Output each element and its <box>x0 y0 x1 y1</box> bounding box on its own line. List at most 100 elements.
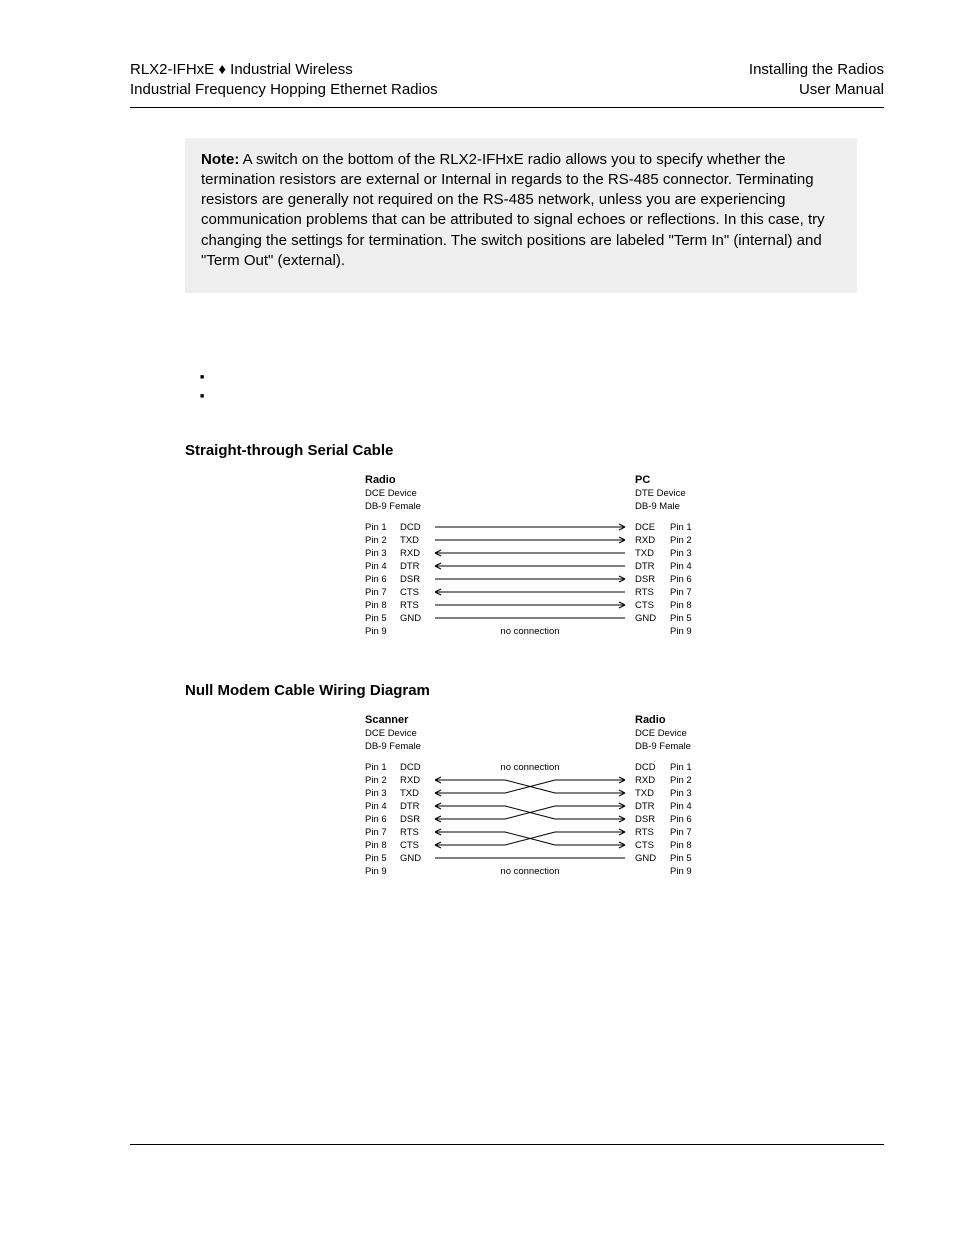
diagram-null: Scanner DCE Device DB-9 Female Radio DCE Dev… <box>345 709 725 894</box>
svg-text:Pin 8: Pin 8 <box>670 840 692 851</box>
svg-text:Pin 2: Pin 2 <box>365 535 387 546</box>
header-left: RLX2-IFHxE ♦ Industrial Wireless Industr… <box>130 60 438 101</box>
svg-text:Pin 3: Pin 3 <box>670 788 692 799</box>
svg-text:DSR: DSR <box>400 574 420 585</box>
header-right: Installing the Radios User Manual <box>749 60 884 101</box>
svg-text:Pin 2: Pin 2 <box>365 775 387 786</box>
bullet-list <box>200 368 884 406</box>
svg-text:Pin 4: Pin 4 <box>365 801 387 812</box>
svg-text:DSR: DSR <box>635 574 655 585</box>
svg-text:Pin 5: Pin 5 <box>365 853 387 864</box>
svg-text:DTR: DTR <box>400 801 420 812</box>
svg-text:GND: GND <box>400 613 421 624</box>
svg-text:Pin 4: Pin 4 <box>670 561 692 572</box>
svg-text:DTE Device: DTE Device <box>635 488 686 499</box>
svg-text:Pin 9: Pin 9 <box>365 626 387 637</box>
svg-text:CTS: CTS <box>400 587 419 598</box>
svg-text:GND: GND <box>635 853 656 864</box>
svg-text:TXD: TXD <box>635 788 654 799</box>
svg-text:GND: GND <box>400 853 421 864</box>
svg-text:Pin 6: Pin 6 <box>365 814 387 825</box>
svg-text:Pin 2: Pin 2 <box>670 535 692 546</box>
svg-text:DCD: DCD <box>400 522 421 533</box>
svg-text:Pin 1: Pin 1 <box>365 522 387 533</box>
svg-text:PC: PC <box>635 474 650 486</box>
svg-text:DTR: DTR <box>635 561 655 572</box>
svg-text:Pin 1: Pin 1 <box>365 762 387 773</box>
note-box: Note: A switch on the bottom of the RLX2… <box>185 138 857 294</box>
svg-text:Radio: Radio <box>635 714 666 726</box>
svg-text:Pin 7: Pin 7 <box>670 827 692 838</box>
svg-text:RXD: RXD <box>635 775 655 786</box>
svg-text:Scanner: Scanner <box>365 714 409 726</box>
svg-text:Pin 9: Pin 9 <box>365 866 387 877</box>
svg-text:DB-9 Male: DB-9 Male <box>635 501 680 512</box>
bullet-2 <box>200 387 884 406</box>
header-right-line1: Installing the Radios <box>749 60 884 80</box>
diagram-straight: Radio DCE Device DB-9 Female PC DTE Device DB… <box>345 469 725 654</box>
svg-text:Pin 8: Pin 8 <box>365 600 387 611</box>
svg-text:RXD: RXD <box>635 535 655 546</box>
svg-text:DCE Device: DCE Device <box>365 728 417 739</box>
svg-text:RTS: RTS <box>635 827 654 838</box>
svg-text:RTS: RTS <box>400 600 419 611</box>
footer-rule <box>130 1144 884 1145</box>
header-right-line2: User Manual <box>749 80 884 100</box>
svg-text:RXD: RXD <box>400 548 420 559</box>
svg-text:no connection: no connection <box>500 626 559 637</box>
svg-text:Pin 3: Pin 3 <box>365 788 387 799</box>
svg-text:Pin 9: Pin 9 <box>670 626 692 637</box>
svg-text:DCD: DCD <box>635 762 656 773</box>
svg-text:CTS: CTS <box>400 840 419 851</box>
page: RLX2-IFHxE ♦ Industrial Wireless Industr… <box>0 0 954 1235</box>
svg-text:Pin 7: Pin 7 <box>670 587 692 598</box>
svg-text:DCD: DCD <box>400 762 421 773</box>
heading-straight: Straight-through Serial Cable <box>185 442 884 459</box>
svg-text:CTS: CTS <box>635 600 654 611</box>
svg-text:DB-9 Female: DB-9 Female <box>365 741 421 752</box>
svg-text:DCE Device: DCE Device <box>635 728 687 739</box>
header-left-line1: RLX2-IFHxE ♦ Industrial Wireless <box>130 60 438 80</box>
svg-text:Pin 8: Pin 8 <box>365 840 387 851</box>
bullet-1 <box>200 368 884 387</box>
svg-text:DCE Device: DCE Device <box>365 488 417 499</box>
svg-text:DB-9 Female: DB-9 Female <box>365 501 421 512</box>
svg-text:DSR: DSR <box>400 814 420 825</box>
svg-text:RTS: RTS <box>400 827 419 838</box>
svg-text:DCE: DCE <box>635 522 655 533</box>
svg-text:Pin 9: Pin 9 <box>670 866 692 877</box>
svg-text:DTR: DTR <box>635 801 655 812</box>
note-label: Note: <box>201 151 239 168</box>
heading-null: Null Modem Cable Wiring Diagram <box>185 682 884 699</box>
svg-text:TXD: TXD <box>635 548 654 559</box>
svg-text:GND: GND <box>635 613 656 624</box>
svg-text:TXD: TXD <box>400 535 419 546</box>
svg-text:Pin 4: Pin 4 <box>670 801 692 812</box>
note-text: A switch on the bottom of the RLX2-IFHxE… <box>201 151 825 269</box>
diagram-straight-wrap: Radio DCE Device DB-9 Female PC DTE Device DB… <box>185 469 884 654</box>
svg-text:Pin 2: Pin 2 <box>670 775 692 786</box>
svg-text:Pin 5: Pin 5 <box>670 613 692 624</box>
svg-text:RTS: RTS <box>635 587 654 598</box>
svg-text:no connection: no connection <box>500 866 559 877</box>
svg-text:Pin 3: Pin 3 <box>670 548 692 559</box>
page-header: RLX2-IFHxE ♦ Industrial Wireless Industr… <box>130 60 884 101</box>
diagram-null-wrap: Scanner DCE Device DB-9 Female Radio DCE Dev… <box>185 709 884 894</box>
svg-text:Pin 5: Pin 5 <box>365 613 387 624</box>
header-rule <box>130 107 884 108</box>
svg-text:Pin 1: Pin 1 <box>670 522 692 533</box>
svg-text:TXD: TXD <box>400 788 419 799</box>
svg-text:Pin 7: Pin 7 <box>365 587 387 598</box>
svg-text:Pin 3: Pin 3 <box>365 548 387 559</box>
header-left-line2: Industrial Frequency Hopping Ethernet Ra… <box>130 80 438 100</box>
svg-text:Pin 1: Pin 1 <box>670 762 692 773</box>
svg-text:Pin 6: Pin 6 <box>670 574 692 585</box>
svg-text:Pin 7: Pin 7 <box>365 827 387 838</box>
svg-text:Pin 6: Pin 6 <box>670 814 692 825</box>
svg-text:DSR: DSR <box>635 814 655 825</box>
svg-text:Pin 5: Pin 5 <box>670 853 692 864</box>
svg-text:Radio: Radio <box>365 474 396 486</box>
svg-text:CTS: CTS <box>635 840 654 851</box>
svg-text:no connection: no connection <box>500 762 559 773</box>
svg-text:DTR: DTR <box>400 561 420 572</box>
